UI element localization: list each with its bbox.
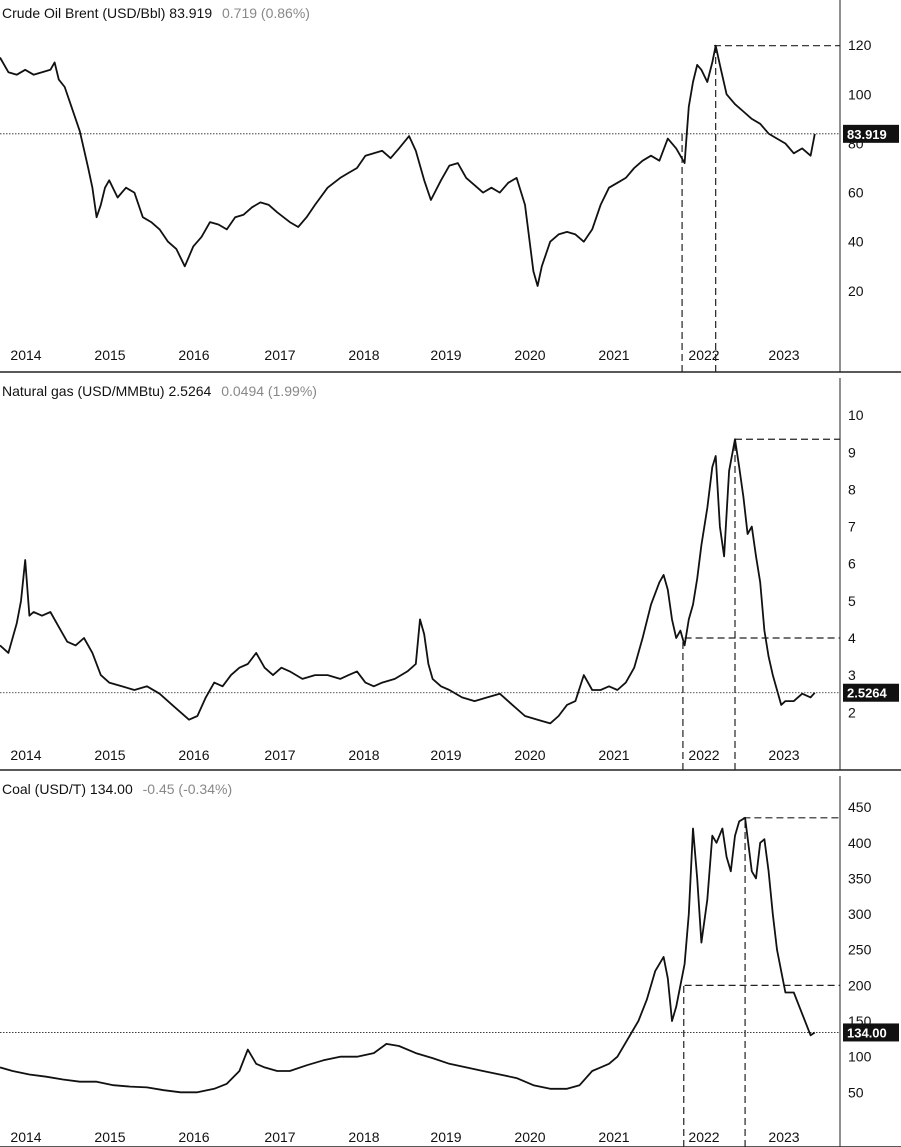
last-price: 83.919 [169, 5, 216, 21]
x-tick-label: 2022 [688, 747, 719, 763]
x-tick-label: 2019 [430, 747, 461, 763]
chart-panel-1: Crude Oil Brent (USD/Bbl) 83.919 0.719 (… [0, 0, 901, 373]
chart-header: Crude Oil Brent (USD/Bbl) 83.919 0.719 (… [2, 5, 310, 21]
last-value-tag [843, 683, 899, 702]
x-tick-label: 2023 [768, 347, 799, 363]
price-change: 0.719 (0.86%) [222, 5, 310, 21]
y-tick-label: 9 [848, 444, 856, 460]
y-tick-label: 6 [848, 556, 856, 572]
x-tick-label: 2020 [514, 347, 545, 363]
x-tick-label: 2014 [10, 747, 41, 763]
last-value-tag-label: 134.00 [847, 1025, 887, 1040]
y-tick-label: 3 [848, 667, 856, 683]
y-tick-label: 450 [848, 799, 872, 815]
price-change: -0.45 (-0.34%) [143, 781, 232, 797]
instrument-name: Crude Oil Brent (USD/Bbl) [2, 5, 169, 21]
x-tick-label: 2021 [598, 347, 629, 363]
x-tick-label: 2017 [264, 347, 295, 363]
x-tick-label: 2019 [430, 1129, 461, 1145]
last-value-tag [843, 1023, 899, 1042]
last-value-tag-label: 2.5264 [847, 686, 888, 701]
x-tick-label: 2015 [94, 347, 125, 363]
x-tick-label: 2018 [348, 347, 379, 363]
last-value-tag [843, 124, 899, 143]
x-tick-label: 2021 [598, 747, 629, 763]
price-line [0, 44, 816, 287]
y-tick-label: 40 [848, 234, 864, 250]
last-value-tag-label: 83.919 [847, 127, 887, 142]
x-tick-label: 2017 [264, 1129, 295, 1145]
instrument-name: Coal (USD/T) [2, 781, 90, 797]
y-tick-label: 250 [848, 942, 872, 958]
chart-header: Natural gas (USD/MMBtu) 2.5264 0.0494 (1… [2, 383, 317, 399]
x-tick-label: 2015 [94, 747, 125, 763]
x-tick-label: 2016 [178, 747, 209, 763]
x-tick-label: 2014 [10, 1129, 41, 1145]
y-tick-label: 200 [848, 977, 872, 993]
y-tick-label: 60 [848, 185, 864, 201]
x-tick-label: 2021 [598, 1129, 629, 1145]
last-price: 134.00 [90, 781, 137, 797]
price-line [0, 816, 816, 1094]
x-tick-label: 2020 [514, 1129, 545, 1145]
last-price: 2.5264 [168, 383, 215, 399]
y-tick-label: 50 [848, 1084, 864, 1100]
x-tick-label: 2022 [688, 1129, 719, 1145]
x-tick-label: 2016 [178, 1129, 209, 1145]
x-tick-label: 2023 [768, 747, 799, 763]
y-tick-label: 100 [848, 86, 872, 102]
x-tick-label: 2018 [348, 747, 379, 763]
y-tick-label: 10 [848, 407, 864, 423]
y-tick-label: 7 [848, 519, 856, 535]
x-tick-label: 2017 [264, 747, 295, 763]
x-tick-label: 2019 [430, 347, 461, 363]
y-tick-label: 350 [848, 870, 872, 886]
x-tick-label: 2018 [348, 1129, 379, 1145]
y-tick-label: 2 [848, 704, 856, 720]
y-tick-label: 4 [848, 630, 856, 646]
y-tick-label: 5 [848, 593, 856, 609]
y-tick-label: 8 [848, 481, 856, 497]
x-tick-label: 2023 [768, 1129, 799, 1145]
price-line [0, 438, 816, 725]
x-tick-label: 2020 [514, 747, 545, 763]
y-tick-label: 20 [848, 283, 864, 299]
y-tick-label: 300 [848, 906, 872, 922]
y-tick-label: 400 [848, 835, 872, 851]
instrument-name: Natural gas (USD/MMBtu) [2, 383, 168, 399]
y-tick-label: 100 [848, 1049, 872, 1065]
x-tick-label: 2016 [178, 347, 209, 363]
x-tick-label: 2014 [10, 347, 41, 363]
price-change: 0.0494 (1.99%) [221, 383, 317, 399]
x-tick-label: 2022 [688, 347, 719, 363]
x-tick-label: 2015 [94, 1129, 125, 1145]
chart-panel-3: Coal (USD/T) 134.00 -0.45 (-0.34%) 50 100 1… [0, 776, 901, 1147]
y-tick-label: 120 [848, 37, 872, 53]
chart-header: Coal (USD/T) 134.00 -0.45 (-0.34%) [2, 781, 232, 797]
chart-panel-2: Natural gas (USD/MMBtu) 2.5264 0.0494 (1… [0, 378, 901, 771]
